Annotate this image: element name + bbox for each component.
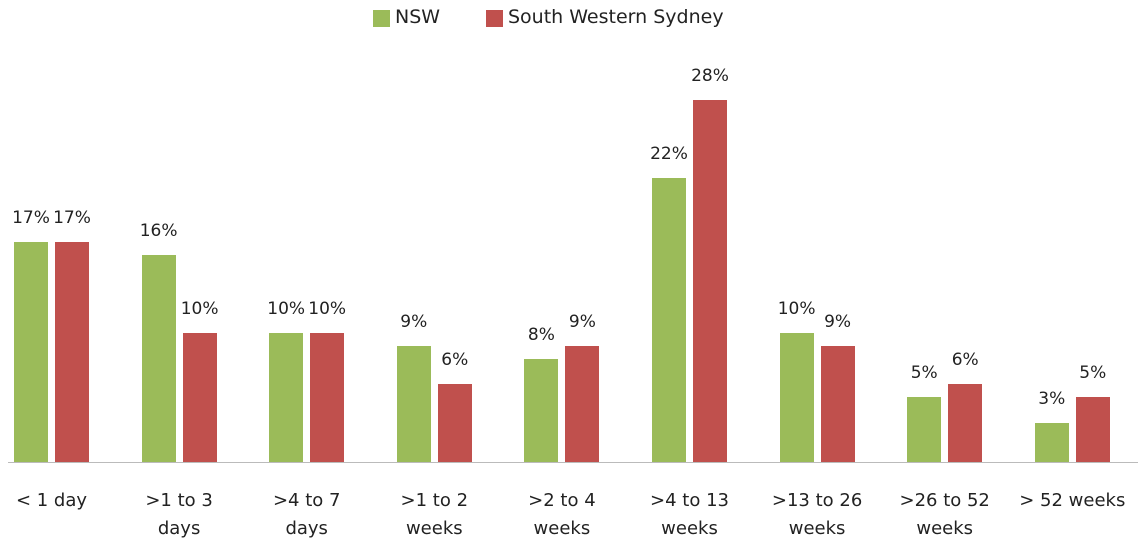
bar: [1075, 397, 1110, 462]
data-label: 22%: [650, 143, 688, 164]
data-label: 10%: [180, 298, 219, 319]
data-label: 17%: [12, 208, 50, 229]
data-label: 6%: [441, 350, 469, 371]
bar: [269, 332, 304, 462]
data-label: 17%: [53, 208, 91, 229]
data-label: 10%: [777, 298, 816, 319]
bar: [437, 384, 472, 462]
data-label: 6%: [951, 350, 979, 371]
x-tick-label: > 52 weeks: [1019, 490, 1126, 511]
bar: [310, 332, 345, 462]
bar: [1034, 423, 1069, 462]
legend-swatch: [373, 10, 390, 27]
legend-swatch: [486, 10, 503, 27]
legend-label: NSW: [395, 6, 441, 28]
data-label: 5%: [910, 363, 938, 384]
data-label: 8%: [527, 324, 555, 345]
data-label: 10%: [267, 298, 306, 319]
baseline: [8, 462, 1138, 463]
bar: [524, 358, 559, 462]
bar: [141, 255, 176, 462]
bar: [693, 100, 727, 462]
x-tick-label: >2 to 4 weeks: [528, 490, 596, 539]
data-label: 16%: [139, 221, 178, 242]
bar: [14, 242, 48, 462]
x-tick-label: >1 to 3 days: [145, 490, 213, 539]
x-tick-label: >4 to 7 days: [272, 490, 341, 539]
data-label: 9%: [400, 311, 428, 332]
data-label: 3%: [1038, 389, 1066, 410]
bar: [182, 332, 217, 462]
bar: [907, 397, 942, 462]
bar: [396, 345, 431, 462]
data-label: 28%: [691, 66, 729, 86]
x-tick-label: < 1 day: [15, 490, 88, 511]
x-tick-label: >1 to 2 weeks: [400, 490, 469, 539]
data-label: 10%: [308, 298, 347, 319]
legend-label: South Western Sydney: [508, 6, 724, 28]
data-label: 5%: [1079, 363, 1107, 384]
bar: [55, 242, 89, 462]
bar: [565, 345, 600, 462]
x-tick-label: >13 to 26 weeks: [771, 490, 863, 539]
x-tick-label: >4 to 13 weeks: [650, 490, 729, 539]
bar: [779, 332, 814, 462]
bar: [948, 384, 983, 462]
bar: [652, 177, 686, 462]
data-label: 9%: [568, 311, 596, 332]
x-tick-label: >26 to 52 weeks: [899, 490, 990, 539]
data-label: 9%: [824, 311, 852, 332]
bar: [820, 345, 855, 462]
